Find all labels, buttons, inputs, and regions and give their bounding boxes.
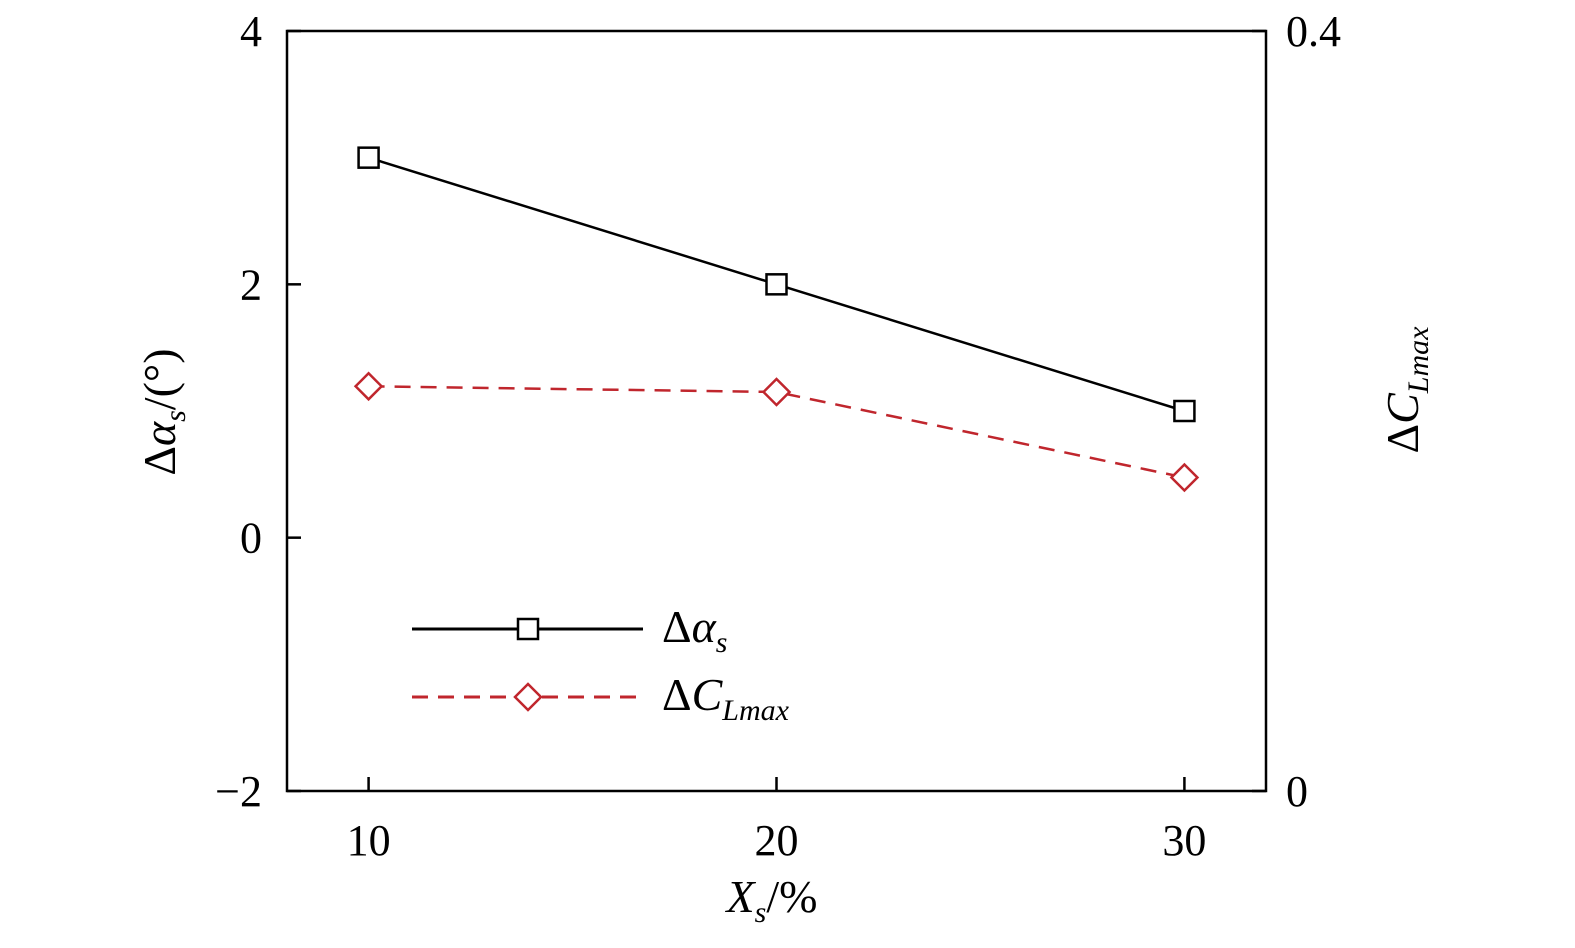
ticks: 10 20 30 −2 0 2 4 0 0.4 (215, 7, 1341, 865)
data-point-diamond (1169, 462, 1200, 493)
data-point-diamond (353, 371, 384, 402)
series-layer (353, 146, 1200, 493)
y-left-tick-label: 0 (240, 514, 262, 563)
x-axis-label: Xs/% (725, 871, 818, 929)
data-point-square (357, 146, 380, 169)
legend-marker-diamond (513, 682, 543, 712)
y-left-tick-label: −2 (215, 767, 262, 816)
data-point-square (765, 273, 788, 296)
plot-frame (285, 29, 1268, 793)
legend: Δαs ΔCLmax (412, 601, 790, 727)
y-left-tick-label: 4 (240, 7, 262, 56)
x-tick-label: 20 (755, 816, 799, 865)
legend-label-delta-alpha: Δαs (662, 601, 727, 659)
legend-label-delta-cl: ΔCLmax (662, 669, 790, 727)
x-tick-label: 10 (347, 816, 391, 865)
y-right-tick-label: 0 (1286, 767, 1308, 816)
legend-marker-square (516, 617, 540, 641)
y-right-tick-label: 0.4 (1286, 7, 1341, 56)
series-line-1 (368, 385, 1185, 479)
x-tick-label: 30 (1162, 816, 1206, 865)
data-point-diamond (761, 377, 792, 407)
y-axis-label-left: Δαs/(°) (134, 348, 192, 475)
data-point-square (1173, 399, 1196, 423)
y-axis-label-right: ΔCLmax (1377, 326, 1435, 454)
y-left-tick-label: 2 (240, 260, 262, 309)
